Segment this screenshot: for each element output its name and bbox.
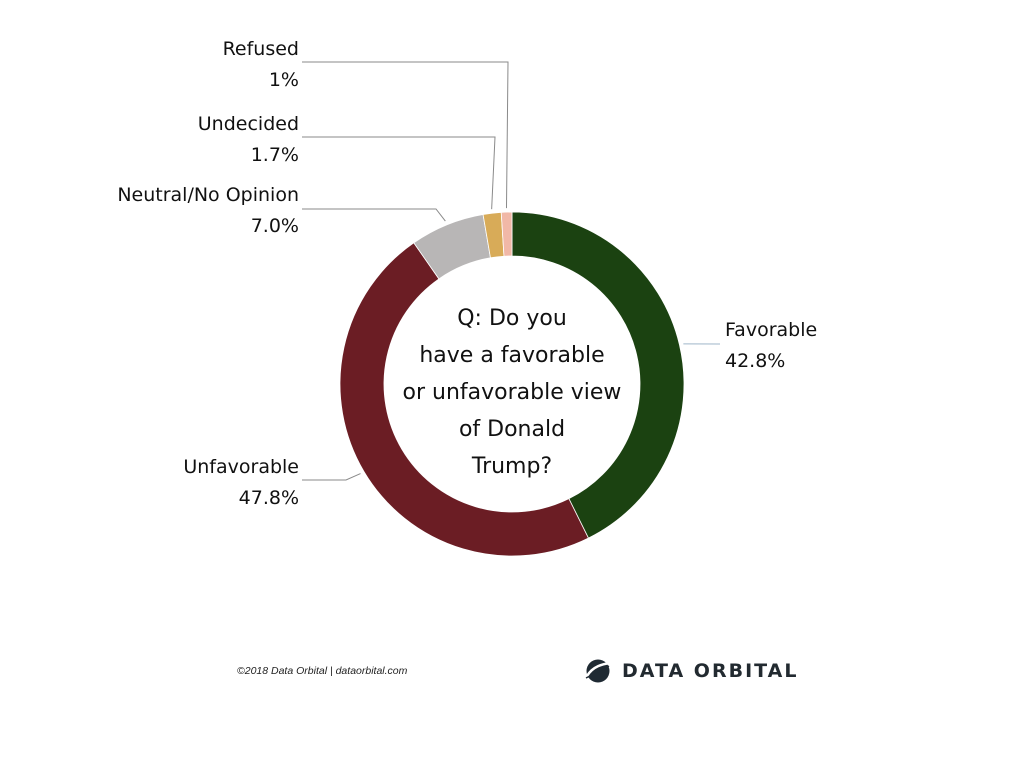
- label-neutral-no-opinion: Neutral/No Opinion: [117, 184, 299, 206]
- chart-question: Q: Do you have a favorable or unfavorable …: [403, 306, 622, 479]
- leader-refused: [302, 61, 509, 209]
- leader-lines: [302, 61, 721, 481]
- label-unfavorable: Unfavorable: [183, 456, 299, 478]
- copyright-credit: ©2018 Data Orbital | dataorbital.com: [237, 665, 408, 677]
- globe-orbit-icon: [585, 659, 612, 683]
- slice-unfavorable: [339, 242, 589, 557]
- donut-slices: [339, 211, 685, 557]
- slice-refused: [500, 211, 513, 257]
- label-favorable: Favorable: [725, 319, 817, 341]
- chart-question-line: Q: Do you: [457, 306, 567, 331]
- leader-unfavorable: [302, 473, 361, 481]
- value-refused: 1%: [269, 69, 299, 91]
- value-undecided: 1.7%: [251, 144, 299, 166]
- slice-favorable: [511, 211, 685, 539]
- chart-question-line: of Donald: [459, 417, 565, 442]
- brand-name: DATA ORBITAL: [622, 660, 799, 682]
- slice-labels: Favorable 42.8% Unfavorable 47.8% Neutral/No…: [117, 38, 817, 509]
- value-neutral-no-opinion: 7.0%: [251, 215, 299, 237]
- chart-question-line: Trump?: [471, 454, 552, 479]
- value-unfavorable: 47.8%: [239, 487, 299, 509]
- chart-question-line: or unfavorable view: [403, 380, 622, 405]
- label-refused: Refused: [223, 38, 299, 60]
- brand-logo: DATA ORBITAL: [584, 656, 798, 686]
- chart-question-line: have a favorable: [419, 343, 604, 368]
- value-favorable: 42.8%: [725, 350, 785, 372]
- label-undecided: Undecided: [198, 113, 299, 135]
- leader-neutral-no-opinion: [302, 208, 446, 222]
- leader-undecided: [302, 136, 496, 210]
